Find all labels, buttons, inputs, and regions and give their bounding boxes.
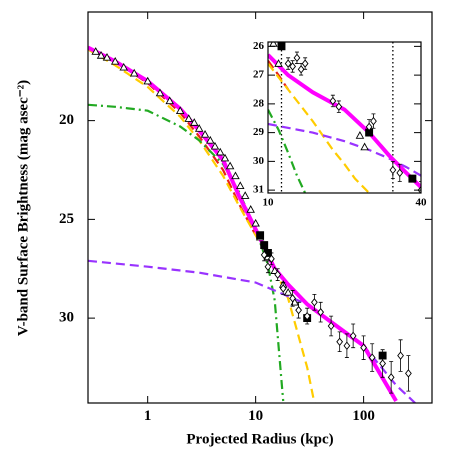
plot-area <box>88 45 416 403</box>
diamond-marker <box>293 53 301 63</box>
diamond-marker <box>317 307 325 317</box>
error-bar <box>419 181 421 193</box>
x-tick-label: 10 <box>263 196 275 208</box>
diamond-marker <box>389 165 397 175</box>
square-marker <box>256 231 265 240</box>
y-tick-label: 31 <box>253 184 264 196</box>
diamond-marker <box>303 311 311 321</box>
triangle-marker <box>220 153 230 162</box>
plot-frame <box>267 41 422 194</box>
x-tick-label: 10 <box>248 408 263 424</box>
triangle-marker <box>110 56 120 65</box>
diamond-marker <box>295 305 302 315</box>
triangle-marker <box>283 287 293 296</box>
diamond-marker <box>268 254 275 264</box>
triangle-marker <box>143 76 152 85</box>
x-axis-label: Projected Radius (kpc) <box>186 431 333 447</box>
diamond-marker <box>396 168 404 178</box>
diamond-marker <box>379 359 386 368</box>
x-tick-label: 100 <box>352 408 375 424</box>
triangle-marker <box>246 205 255 213</box>
diamond-marker <box>289 62 297 71</box>
diamond-marker <box>279 284 287 293</box>
plot-frame <box>87 11 433 404</box>
model-curve <box>88 46 257 236</box>
model-curve <box>268 60 290 91</box>
y-tick-label: 25 <box>59 211 74 227</box>
diamond-marker <box>284 59 292 68</box>
triangle-marker <box>231 171 240 180</box>
y-tick-label: 27 <box>253 69 265 81</box>
diamond-marker <box>297 65 305 74</box>
diamond-marker <box>264 262 272 271</box>
triangle-marker <box>225 161 235 170</box>
y-tick-label: 30 <box>59 310 74 326</box>
diamond-marker <box>365 122 373 132</box>
triangle-marker <box>251 218 260 227</box>
triangle-marker <box>184 114 193 122</box>
diamond-marker <box>335 102 343 111</box>
model-curve <box>268 109 307 193</box>
model-curve <box>88 48 316 403</box>
y-tick-label: 28 <box>253 97 265 109</box>
triangle-marker <box>206 135 215 144</box>
triangle-marker <box>355 131 365 139</box>
diamond-marker <box>289 294 296 303</box>
x-tick-label: 40 <box>416 196 428 208</box>
triangle-marker <box>270 266 279 274</box>
model-curve <box>268 53 421 189</box>
y-tick-label: 26 <box>253 40 265 52</box>
diamond-marker <box>311 298 318 307</box>
triangle-marker <box>215 147 225 156</box>
triangle-marker <box>235 181 245 190</box>
diamond-marker <box>368 353 376 362</box>
diamond-marker <box>405 369 412 378</box>
triangle-marker <box>210 141 220 150</box>
diamond-marker <box>349 331 357 341</box>
triangle-marker <box>165 96 174 105</box>
diamond-marker <box>260 250 268 260</box>
diamond-marker <box>274 270 282 279</box>
diamond-marker <box>301 59 309 68</box>
model-curve <box>268 122 421 177</box>
model-curve <box>88 259 416 403</box>
square-marker <box>277 42 286 51</box>
diamond-marker <box>336 337 344 347</box>
diamond-marker <box>387 373 395 382</box>
triangle-marker <box>194 124 204 132</box>
diamond-marker <box>370 116 377 126</box>
triangle-marker <box>189 118 199 126</box>
triangle-marker <box>155 88 165 97</box>
diamond-marker <box>360 343 367 352</box>
diamond-marker <box>343 341 351 350</box>
model-curve <box>88 103 285 402</box>
triangle-marker <box>175 106 185 114</box>
triangle-marker <box>129 68 139 77</box>
triangle-marker <box>200 130 210 138</box>
square-marker <box>408 174 417 183</box>
model-curve <box>268 62 370 193</box>
triangle-marker <box>102 52 112 61</box>
triangle-marker <box>91 47 100 55</box>
y-axis-label: V-band Surface Brightness (mag asec⁻²) <box>15 80 31 336</box>
y-tick-label: 29 <box>253 126 265 138</box>
diamond-marker <box>329 96 337 106</box>
square-marker <box>260 241 269 249</box>
y-tick-label: 30 <box>253 155 265 167</box>
y-tick-label: 20 <box>59 112 74 128</box>
triangle-marker <box>360 142 369 151</box>
x-tick-label: 1 <box>144 408 152 424</box>
diamond-marker <box>397 351 404 360</box>
triangle-marker <box>274 59 283 67</box>
plot-area <box>268 42 421 193</box>
triangle-marker <box>240 191 250 199</box>
triangle-marker <box>119 62 128 71</box>
diamond-marker <box>327 321 335 331</box>
triangle-marker <box>96 51 106 59</box>
